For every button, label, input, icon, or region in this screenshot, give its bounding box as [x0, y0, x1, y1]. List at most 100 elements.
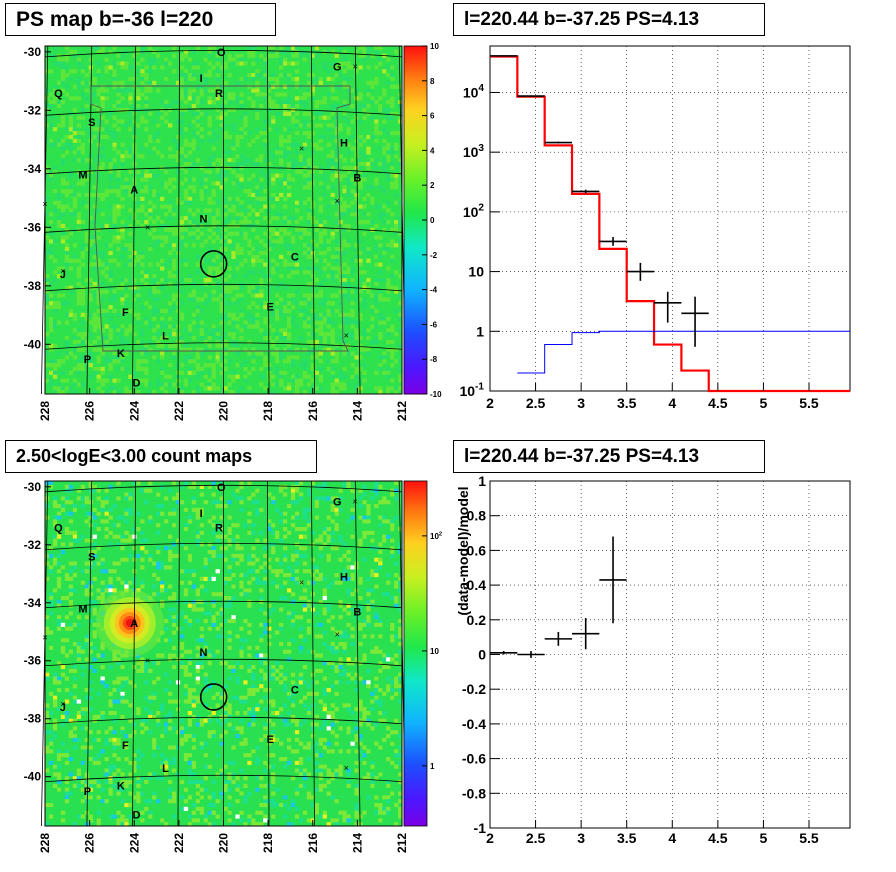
- x-tick-label: 2: [486, 395, 494, 411]
- source-label: B: [353, 606, 361, 618]
- source-label: S: [88, 551, 95, 563]
- y-tick-label: -32: [24, 103, 42, 117]
- colorbar: 102 10 1: [403, 480, 442, 827]
- x-tick-label: 214: [350, 401, 364, 421]
- grid: [489, 46, 850, 392]
- y-tick-label: 104: [463, 83, 485, 100]
- source-label: Q: [54, 88, 63, 100]
- x-tick-label: 212: [395, 833, 409, 853]
- x-tick-label: 228: [38, 833, 52, 853]
- y-tick-label: -0.6: [462, 751, 486, 767]
- x-tick-label: 216: [306, 833, 320, 853]
- source-x-mark: ×: [344, 331, 349, 341]
- source-label: O: [217, 47, 226, 59]
- source-label: I: [200, 508, 203, 520]
- y-tick-label: 10: [468, 264, 484, 280]
- x-tick-label: 4.5: [708, 395, 728, 411]
- colorbar-tick-label: 8: [430, 77, 435, 86]
- colorbar-gradient: [403, 480, 428, 827]
- residual-plot: 2 2.5 3 3.5 4 4.5 5 5.5 1 0.8 0.6 0.4 0.2 0 -0.2 -0.4 -0…: [455, 473, 851, 846]
- meridian-line: [267, 480, 270, 827]
- meridian-line: [310, 480, 315, 827]
- source-label: J: [60, 269, 66, 281]
- source-x-mark: ×: [353, 496, 358, 506]
- x-tick-label: 216: [306, 401, 320, 421]
- source-label: K: [117, 780, 125, 792]
- y-tick-label: -0.4: [462, 716, 486, 732]
- source-x-mark: ×: [344, 763, 349, 773]
- y-tick-label: 0.2: [467, 612, 487, 628]
- parallel-line: [44, 658, 403, 667]
- x-tick-label: 4: [668, 395, 676, 411]
- map-pixel-noise: [45, 46, 403, 395]
- source-label: G: [333, 61, 342, 73]
- source-label: E: [267, 734, 274, 746]
- source-x-mark: ×: [60, 266, 65, 276]
- source-x-mark: ×: [145, 222, 150, 232]
- source-label: A: [130, 184, 138, 196]
- meridian-line: [132, 480, 137, 827]
- colorbar-tick-label: 10: [430, 42, 439, 51]
- parallel-line: [44, 342, 403, 350]
- spectrum-plot: 2 2.5 3 3.5 4 4.5 5 5.5 10-1 1 10 102 103 104: [459, 45, 851, 411]
- y-tick-label: -40: [24, 337, 42, 351]
- parallel-line: [44, 716, 403, 725]
- y-tick-label: 1: [476, 323, 484, 339]
- x-tick-label: 3.5: [617, 830, 637, 846]
- y-axis-label: (data-model)/model: [455, 486, 471, 615]
- y-tick-label: 102: [463, 203, 485, 220]
- source-label: F: [122, 740, 129, 752]
- source-label: R: [215, 522, 223, 534]
- source-label: P: [84, 786, 91, 798]
- source-x-mark: ×: [335, 630, 340, 640]
- meridian-line: [354, 480, 361, 827]
- x-tick-label: 2: [486, 830, 494, 846]
- x-tick-label: 222: [172, 833, 186, 853]
- colorbar-tick-label: -10: [430, 390, 442, 399]
- y-tick-label: -36: [24, 654, 42, 668]
- x-tick-label: 5: [760, 395, 768, 411]
- marked-source-circle: [199, 683, 228, 711]
- source-label: R: [215, 88, 223, 100]
- source-label: K: [117, 348, 125, 360]
- background-histogram-blue: [517, 330, 850, 374]
- source-x-mark: ×: [145, 656, 150, 666]
- colorbar-tick-label: 6: [430, 112, 435, 121]
- y-tick-label: -30: [24, 480, 42, 494]
- source-label: C: [291, 685, 299, 697]
- x-tick-label: 222: [172, 401, 186, 421]
- parallel-line: [44, 225, 403, 233]
- source-label: E: [267, 301, 274, 313]
- x-tick-label: 220: [217, 401, 231, 421]
- source-label: J: [60, 702, 66, 714]
- x-tick-label: 224: [127, 833, 141, 853]
- source-x-mark: ×: [299, 143, 304, 153]
- meridian-line: [177, 480, 180, 827]
- x-tick-label: 4: [668, 830, 676, 846]
- x-tick-label: 5: [760, 830, 768, 846]
- x-tick-label: 214: [350, 833, 364, 853]
- x-tick-label: 2.5: [526, 395, 546, 411]
- colorbar-tick-label: -8: [430, 355, 438, 364]
- colorbar-tick-label: 10: [430, 647, 439, 656]
- colorbar-tick-label: -4: [430, 286, 438, 295]
- x-tick-label: 2.5: [526, 830, 546, 846]
- colorbar-tick-label: 102: [430, 531, 442, 541]
- grid: [489, 480, 850, 829]
- y-tick-label: 0.8: [467, 508, 487, 524]
- source-label: B: [353, 173, 361, 185]
- parallel-line: [44, 484, 403, 493]
- x-tick-label: 3: [577, 830, 585, 846]
- source-label: N: [199, 214, 207, 226]
- y-tick-label: -38: [24, 712, 42, 726]
- parallel-line: [44, 108, 403, 116]
- count-map-title: 2.50<logE<3.00 count maps: [5, 440, 317, 473]
- y-tick-label: -0.2: [462, 681, 486, 697]
- y-tick-label: 1: [478, 473, 486, 489]
- spectrum-title: l=220.44 b=-37.25 PS=4.13: [453, 3, 765, 36]
- colorbar-tick-label: -6: [430, 320, 438, 329]
- colorbar: 10 8 6 4 2 0 -2 -4 -6 -8 -10: [403, 42, 442, 399]
- colorbar-tick-label: 1: [430, 762, 435, 771]
- y-tick-label: -34: [24, 596, 42, 610]
